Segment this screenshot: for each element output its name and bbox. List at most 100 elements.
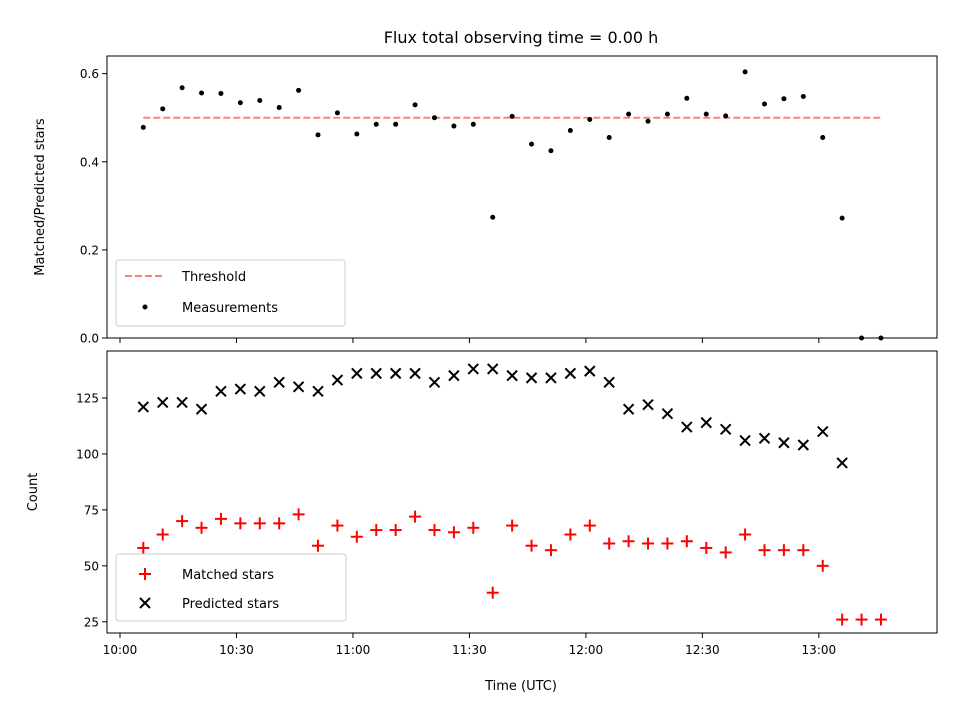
predicted-star-point [836,457,848,469]
top-y-tick-label: 0.0 [80,332,99,346]
predicted-star-point [564,367,577,380]
legend-threshold-label: Threshold [181,270,246,285]
top-y-axis-label: Matched/Predicted stars [33,118,48,276]
matched-star-point [700,541,713,554]
matched-star-point [680,535,693,548]
predicted-star-point [487,363,499,375]
predicted-star-point [195,403,208,415]
predicted-star-point [370,367,382,380]
matched-star-point [428,524,441,537]
predicted-star-point [176,396,188,409]
measurement-point [839,215,845,221]
measurement-point [179,85,185,91]
bottom-y-tick-label: 75 [84,503,99,517]
measurement-point [529,141,535,147]
x-tick-label: 13:00 [802,643,837,657]
matched-star-point [253,517,266,530]
bottom-y-tick-label: 125 [76,392,99,406]
measurement-point [606,135,612,141]
legend-measurements-label: Measurements [182,301,278,316]
axis-ticks: 10:00 10:30 11:00 11:30 12:00 12:30 13:00 0.0 0.… [76,67,836,657]
matched-star-point [797,544,810,557]
bottom-y-tick-label: 100 [76,447,99,461]
measurement-point [140,124,146,130]
top-y-tick-label: 0.4 [80,155,99,169]
measurement-point [509,113,515,119]
measurement-point [548,148,554,154]
matched-star-point [292,508,305,521]
measurement-point [237,100,243,106]
measurement-point [412,102,418,108]
matched-star-point [874,613,887,626]
matched-star-point [836,613,849,626]
predicted-star-point [719,423,732,436]
measurement-point [373,121,379,127]
measurement-point [800,94,806,100]
measurement-point [645,118,651,124]
bottom-legend-box [115,553,347,622]
matched-star-point [467,521,480,534]
bottom-y-axis-label: Count [26,473,41,512]
measurement-point [684,95,690,101]
measurement-point [761,101,767,107]
top-legend-box [115,259,346,327]
measurement-point [451,123,457,129]
measurement-point [431,115,437,121]
x-tick-label: 11:00 [336,643,371,657]
predicted-star-point [778,437,790,449]
measurement-point [723,113,729,119]
measurement-point [470,121,476,127]
predicted-star-point [681,421,693,433]
predicted-star-point [525,372,538,384]
matched-star-point [214,512,227,525]
matched-star-point [506,519,519,532]
measurement-point [354,131,360,137]
predicted-star-point [545,372,557,384]
predicted-star-point [739,434,751,447]
matched-star-point [312,539,325,552]
matched-star-point [389,524,402,537]
x-tick-label: 10:00 [103,643,138,657]
measurement-point [587,116,593,122]
x-tick-label: 11:30 [452,643,487,657]
matched-star-point [137,541,150,554]
measurement-point [334,110,340,116]
matched-star-point [544,544,557,557]
matched-star-point [642,537,655,550]
predicted-star-point [817,425,829,438]
predicted-star-point [234,383,247,395]
predicted-star-point [797,439,810,451]
predicted-star-point [603,376,615,389]
matched-star-point [234,517,247,530]
matched-star-point [409,510,422,523]
predicted-star-point [331,374,344,386]
matched-star-point [273,517,286,530]
measurement-point [742,69,748,75]
legend-measurements-swatch [142,304,148,310]
predicted-star-point [292,381,305,393]
x-tick-label: 12:00 [569,643,604,657]
matched-star-point [855,613,868,626]
chart-title: Flux total observing time = 0.00 h [384,28,659,47]
top-legend: Threshold Measurements [115,259,346,327]
measurement-point [820,135,826,141]
predicted-star-point [215,385,227,397]
matched-star-point [603,537,616,550]
predicted-star-point [389,367,402,380]
legend-predicted-label: Predicted stars [182,597,279,612]
matched-star-point [525,539,538,552]
matched-star-point [739,528,752,541]
matched-star-point [661,537,674,550]
predicted-star-point [351,367,363,380]
top-axes-frame [106,55,938,339]
measurement-point [218,90,224,96]
measurement-point [781,96,787,102]
predicted-star-point [448,369,460,382]
matched-star-point [564,528,577,541]
predicted-star-point [409,367,421,380]
matched-star-point [777,544,790,557]
matched-star-point [195,521,208,534]
matched-star-point [622,535,635,548]
measurement-point [296,87,302,93]
